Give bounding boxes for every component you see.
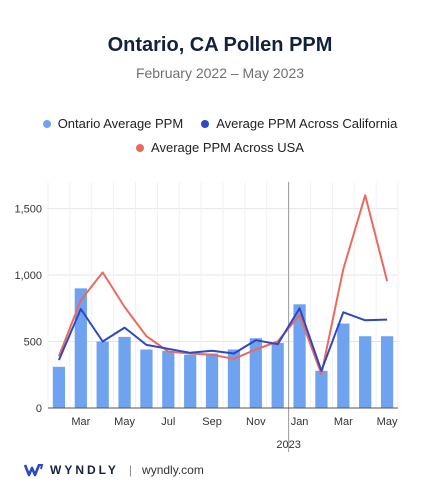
legend-row-1: Ontario Average PPM Average PPM Across C… — [0, 116, 440, 131]
y-tick-label: 1,500 — [14, 204, 42, 216]
bar — [74, 288, 87, 408]
x-tick-label: May — [114, 416, 135, 428]
legend-dot-ontario — [42, 119, 51, 128]
legend-item-california: Average PPM Across California — [201, 116, 397, 131]
y-tick-label: 0 — [36, 403, 42, 415]
bar — [380, 336, 394, 408]
bar — [205, 353, 219, 408]
legend-label-ontario: Ontario Average PPM — [57, 116, 184, 131]
bar — [359, 336, 372, 408]
y-tick-label: 1,000 — [14, 270, 42, 282]
brand-name: WYNDLY — [50, 463, 119, 477]
bar — [118, 336, 131, 408]
chart-subtitle: February 2022 – May 2023 — [135, 65, 305, 81]
x-tick-label: May — [377, 416, 398, 428]
legend-label-california: Average PPM Across California — [216, 116, 398, 131]
bar — [162, 350, 175, 408]
bar — [96, 341, 109, 408]
year-label: 2023 — [276, 439, 300, 451]
bar — [249, 338, 262, 408]
legend-dot-usa — [136, 143, 145, 152]
x-tick-label: Sep — [202, 416, 222, 428]
chart-title: Ontario, CA Pollen PPM — [107, 34, 333, 56]
legend-item-usa: Average PPM Across USA — [136, 140, 304, 155]
legend-dot-california — [201, 119, 210, 128]
x-tick-label: Jan — [291, 416, 309, 428]
footer: WYNDLY | wyndly.com — [24, 463, 204, 477]
x-tick-label: Nov — [246, 416, 266, 428]
footer-separator: | — [128, 463, 133, 477]
bar — [140, 349, 153, 408]
wyndly-logo-icon — [24, 464, 44, 477]
bar — [184, 354, 197, 408]
series-line — [57, 194, 389, 376]
legend-row-2: Average PPM Across USA — [0, 140, 440, 155]
bar — [315, 370, 328, 408]
bar — [337, 323, 350, 408]
x-tick-label: Mar — [71, 416, 90, 428]
y-tick-label: 500 — [24, 337, 42, 349]
bar — [271, 342, 284, 408]
bar — [227, 349, 241, 408]
legend-label-usa: Average PPM Across USA — [151, 140, 304, 155]
footer-url[interactable]: wyndly.com — [142, 463, 204, 477]
x-tick-label: Mar — [334, 416, 353, 428]
bar — [293, 304, 306, 408]
bar — [52, 366, 66, 408]
legend-item-ontario: Ontario Average PPM — [42, 116, 184, 131]
series-line — [57, 307, 388, 372]
x-tick-label: Jul — [161, 416, 175, 428]
